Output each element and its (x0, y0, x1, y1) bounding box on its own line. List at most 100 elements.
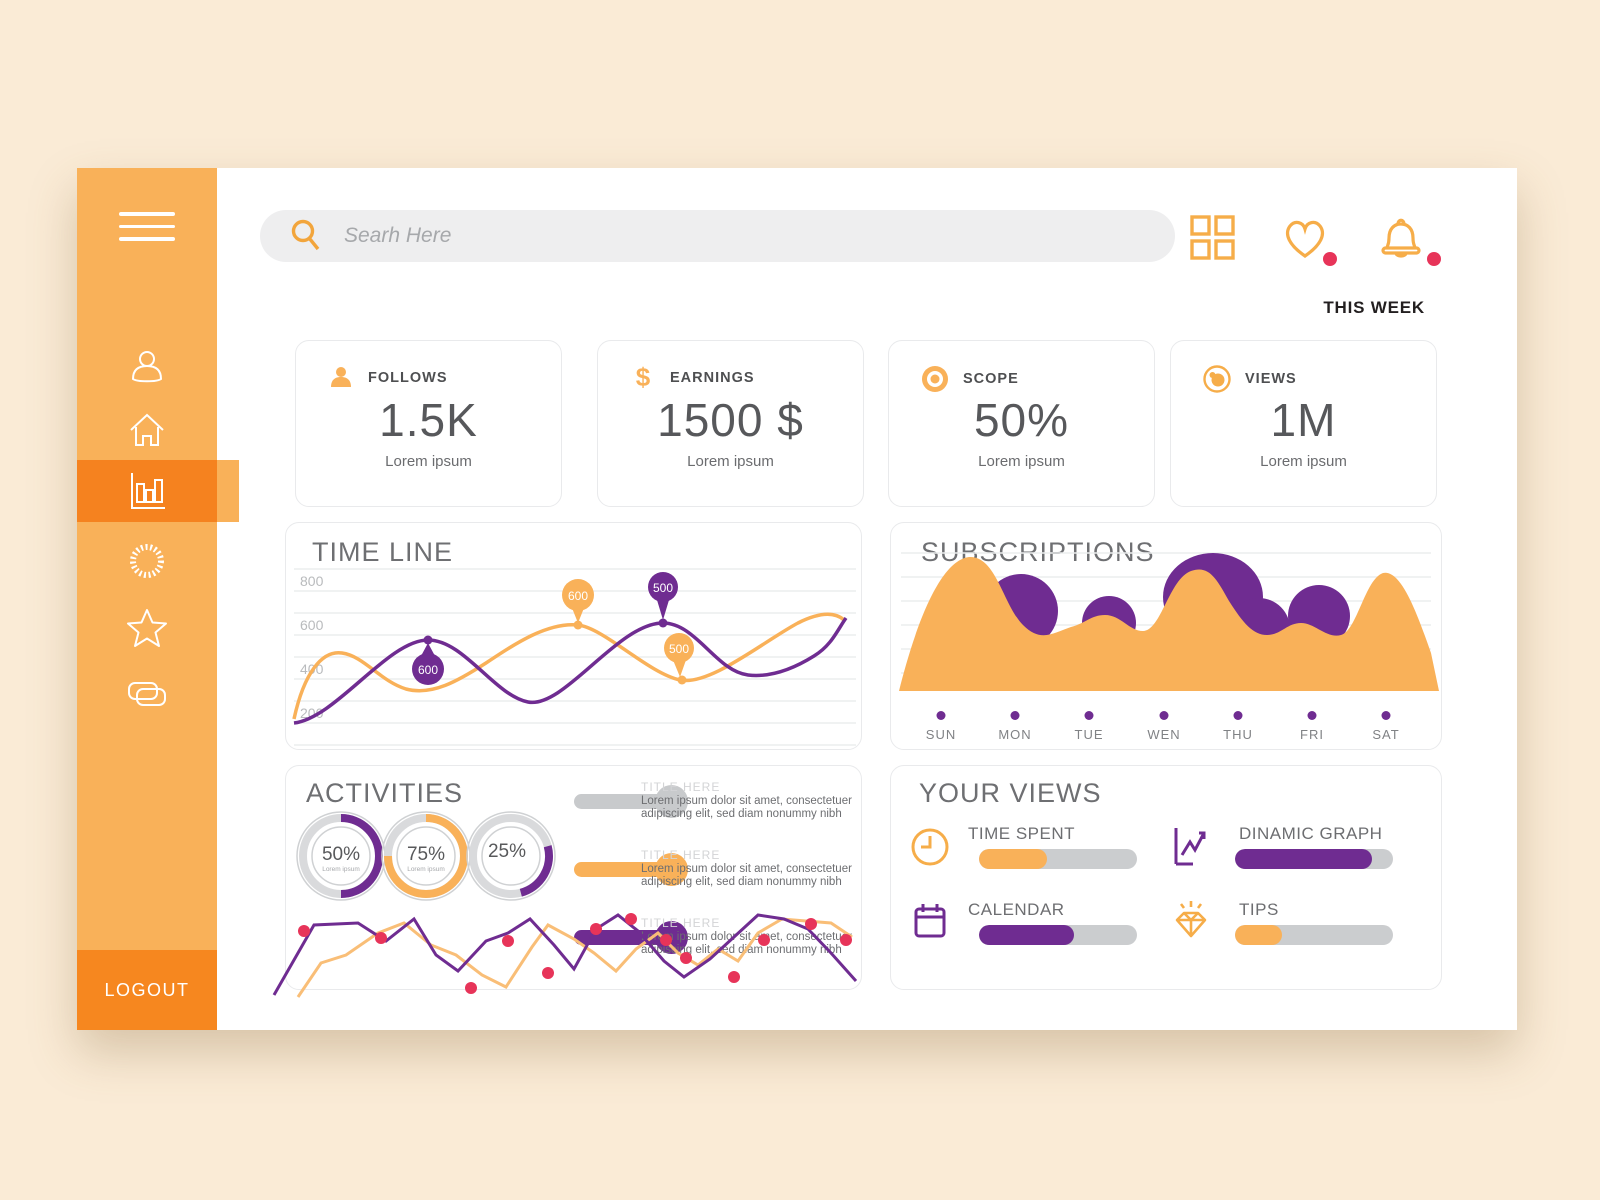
y-tick: 800 (300, 573, 324, 589)
sidebar-item-user[interactable] (77, 336, 217, 398)
activity-trend-chart (272, 913, 858, 998)
svg-text:Lorem ipsum: Lorem ipsum (322, 866, 360, 873)
stat-card-follows: FOLLOWS 1.5K Lorem ipsum (295, 340, 562, 507)
eye-icon (1203, 365, 1231, 393)
legend-text: adipiscing elit, sed diam nonummy nibh (641, 876, 842, 888)
svg-text:75%: 75% (407, 844, 445, 865)
timeline-title: TIME LINE (312, 537, 454, 567)
search-input[interactable] (342, 223, 1046, 249)
main-panel: LOGOUT (77, 168, 1517, 1030)
cards-icon (122, 673, 172, 717)
progress-fill (1235, 849, 1373, 869)
time-spent-label: TIME SPENT (968, 824, 1076, 843)
timeline-chart: 800 600 400 200 600 600 (292, 568, 856, 746)
stat-sub: Lorem ipsum (385, 453, 472, 470)
legend-text: adipiscing elit, sed diam nonummy nibh (641, 944, 842, 956)
star-icon (123, 605, 171, 653)
day-dot (1084, 711, 1094, 720)
day-label: SAT (1372, 727, 1400, 742)
search-icon (288, 216, 324, 256)
day-label: SUN (925, 727, 957, 742)
orange-area (899, 556, 1439, 691)
legend-title: TITLE HERE (641, 916, 721, 930)
svg-text:Lorem ipsum: Lorem ipsum (407, 866, 445, 873)
marker-orange-600: 600 (562, 579, 594, 630)
purple-series-line (293, 616, 848, 725)
tips-progress (1235, 925, 1393, 945)
sidebar-item-star[interactable] (77, 598, 217, 660)
subscriptions-chart (899, 552, 1439, 691)
subscriptions-card: SUBSCRIPTIONS (890, 522, 1442, 750)
stat-card-scope: SCOPE 50% Lorem ipsum (888, 340, 1155, 507)
legend-text: adipiscing elit, sed diam nonummy nibh (641, 808, 842, 820)
sun-icon (124, 538, 170, 584)
orange-series-line (292, 612, 846, 720)
menu-icon[interactable] (119, 212, 175, 244)
legend-row: TITLE HERE Lorem ipsum dolor sit amet, c… (574, 780, 852, 842)
active-item-tab (217, 460, 239, 522)
stat-value: 1.5K (379, 394, 478, 446)
logout-button[interactable]: LOGOUT (77, 950, 217, 1030)
user-icon (328, 365, 354, 391)
activities-title: ACTIVITIES (306, 778, 464, 808)
dinamic-graph-progress (1235, 849, 1393, 869)
day-dot (1159, 711, 1169, 720)
calendar-label: CALENDAR (968, 900, 1065, 919)
day-dot (1010, 711, 1020, 720)
marker-purple-500: 500 (648, 572, 678, 628)
donut-25: 25% (463, 808, 559, 904)
svg-text:500: 500 (653, 581, 673, 595)
sidebar-item-home[interactable] (77, 400, 217, 462)
day-label: TUE (1074, 727, 1104, 742)
stat-sub: Lorem ipsum (687, 453, 774, 470)
search-bar[interactable] (260, 210, 1175, 262)
donut-75: 75% Lorem ipsum (378, 808, 474, 904)
sidebar: LOGOUT (77, 168, 217, 1030)
grid-icon[interactable] (1187, 212, 1239, 264)
day-label: MON (998, 727, 1032, 742)
day-label: THU (1223, 727, 1253, 742)
sidebar-item-cards[interactable] (77, 664, 217, 726)
calendar-progress (979, 925, 1137, 945)
diamond-icon (1167, 896, 1215, 944)
dinamic-graph-label: DINAMIC GRAPH (1239, 824, 1383, 843)
your-views-card: YOUR VIEWS TIME SPENT DINAMIC GRAPH (890, 765, 1442, 990)
legend-title: TITLE HERE (641, 780, 721, 794)
legend-row: TITLE HERE Lorem ipsum dolor sit amet, c… (574, 848, 852, 910)
sidebar-item-sun[interactable] (77, 530, 217, 592)
day-dot (1307, 711, 1317, 720)
slider-orange[interactable] (574, 853, 688, 886)
slider-gray[interactable] (574, 785, 688, 818)
donut-50: 50% Lorem ipsum (293, 808, 389, 904)
bar-chart-icon (124, 468, 170, 514)
y-tick: 600 (300, 617, 324, 633)
progress-fill (979, 925, 1074, 945)
purple-trend-line (272, 913, 858, 996)
marker-orange-500: 500 (664, 633, 694, 685)
day-label: WEN (1147, 727, 1181, 742)
stat-card-earnings: $ EARNINGS 1500 $ Lorem ipsum (597, 340, 864, 507)
tips-label: TIPS (1239, 900, 1279, 919)
svg-text:$: $ (636, 365, 651, 391)
bell-icon[interactable] (1375, 212, 1441, 266)
legend-text: Lorem ipsum dolor sit amet, consectetuer (641, 931, 852, 943)
orange-trend-line (296, 917, 853, 998)
trend-points (298, 913, 852, 994)
legend-title: TITLE HERE (641, 848, 721, 862)
your-views-title: YOUR VIEWS (919, 778, 1102, 808)
day-dot (1233, 711, 1243, 720)
home-icon (125, 409, 169, 453)
user-icon (125, 345, 169, 389)
clock-icon (907, 824, 953, 870)
stat-label: SCOPE (963, 371, 1019, 387)
period-label: THIS WEEK (1323, 298, 1425, 317)
stat-label: EARNINGS (670, 370, 755, 386)
heart-icon[interactable] (1277, 212, 1337, 266)
stat-sub: Lorem ipsum (978, 453, 1065, 470)
target-icon (921, 365, 949, 393)
progress-fill (1235, 925, 1283, 945)
stat-value: 1M (1270, 394, 1337, 446)
calendar-icon (907, 898, 953, 944)
dollar-icon: $ (630, 365, 656, 391)
sidebar-item-analytics[interactable] (77, 460, 217, 522)
